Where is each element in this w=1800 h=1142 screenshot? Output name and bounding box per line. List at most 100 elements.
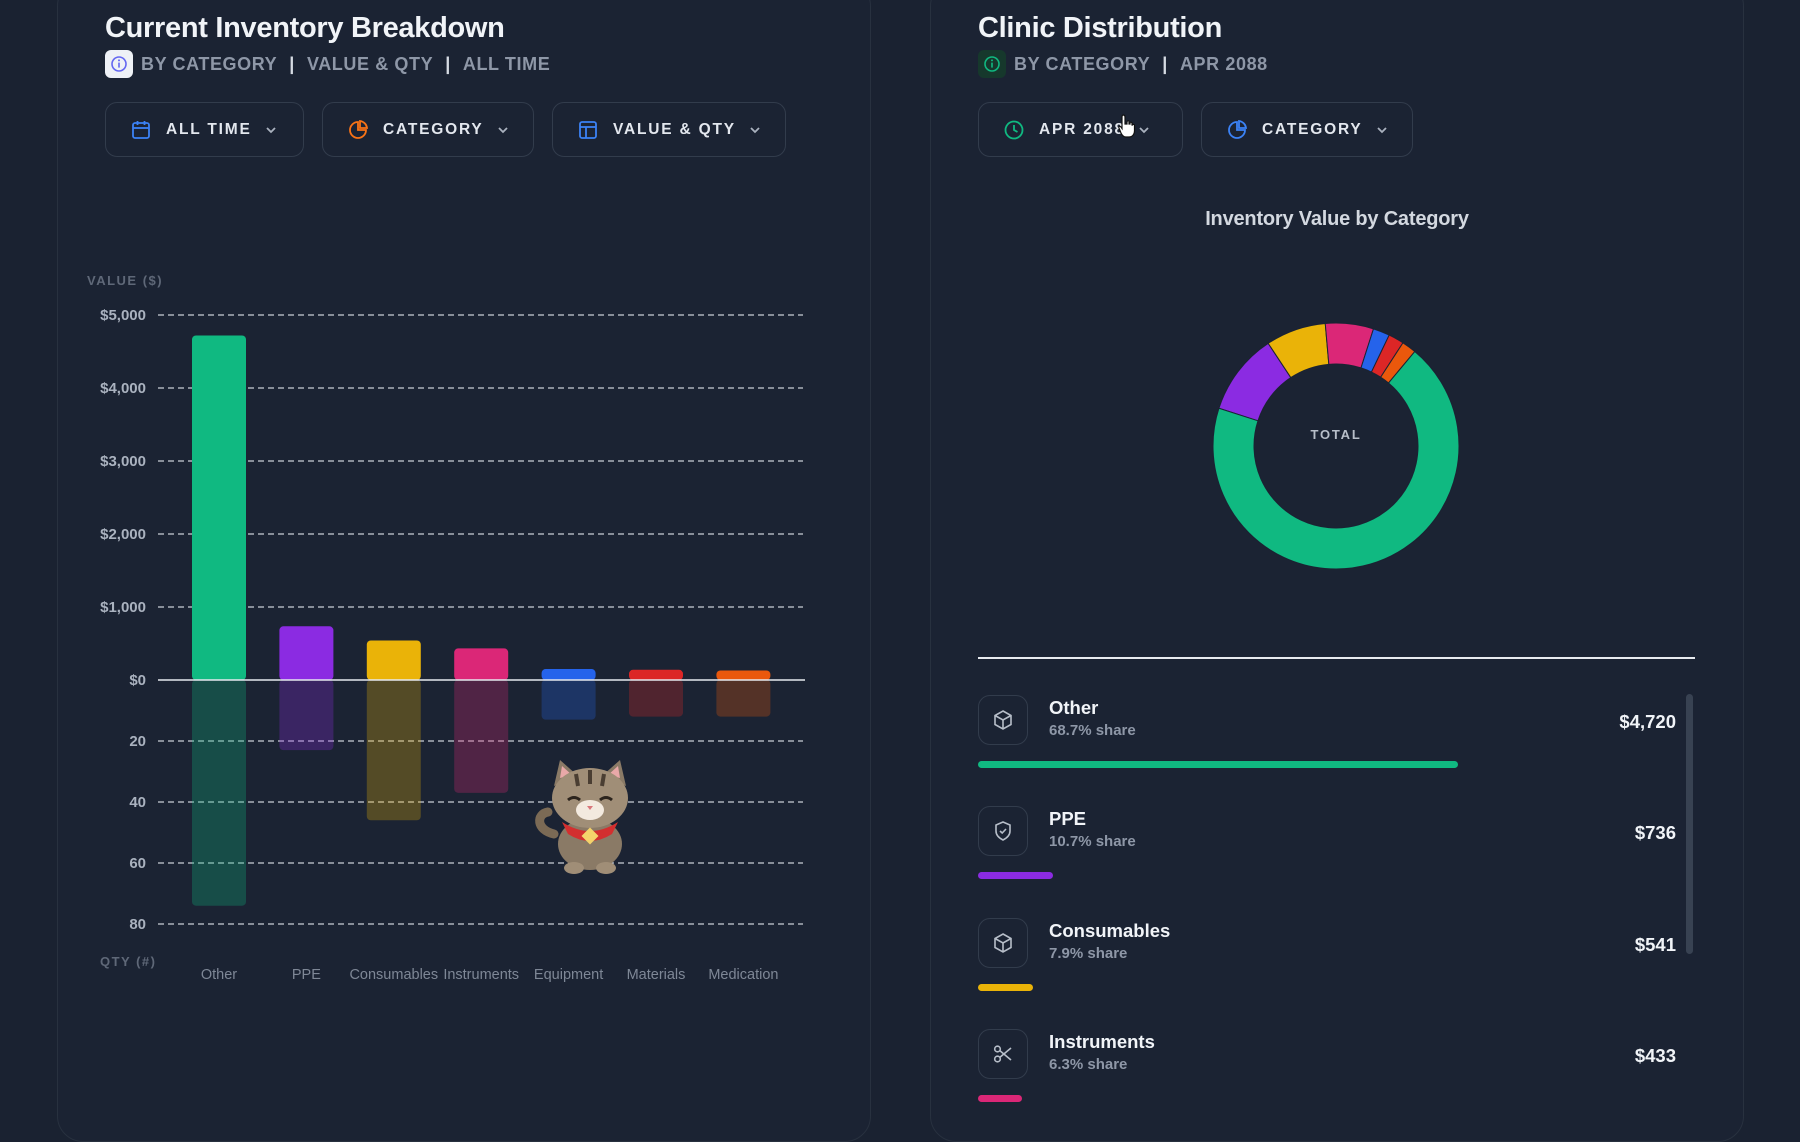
y-axis-label-lower: QTY (#): [100, 954, 157, 969]
x-tick-label: Other: [201, 967, 237, 983]
subtitle-part: ALL TIME: [462, 53, 551, 74]
category-value: $433: [1634, 1045, 1676, 1066]
category-donut-chart: [1212, 322, 1460, 570]
share-bar: [978, 761, 1458, 768]
cat-mascot-image: [535, 760, 628, 874]
category-share: 10.7% share: [1049, 833, 1136, 850]
category-value: $541: [1634, 934, 1676, 955]
dropdown-label: APR 2088: [1039, 120, 1125, 138]
category-name: Other: [1049, 697, 1099, 718]
chevron-down-icon: [748, 123, 762, 137]
x-tick-label: Equipment: [534, 967, 603, 983]
list-item[interactable]: Instruments 6.3% share $433: [978, 1029, 1676, 1102]
hand-cursor-icon: [1118, 114, 1136, 138]
qty-bar: [716, 680, 771, 717]
list-item[interactable]: Other 68.7% share $4,720: [978, 695, 1676, 775]
chevron-down-icon: [264, 123, 278, 137]
grouping-dropdown[interactable]: CATEGORY: [1201, 102, 1413, 157]
value-bar: [454, 648, 509, 680]
subtitle-part: VALUE & QTY: [306, 53, 434, 74]
dropdown-label: VALUE & QTY: [613, 120, 736, 138]
category-share: 68.7% share: [1049, 722, 1136, 739]
box-icon: [978, 695, 1028, 745]
donut-slice: [1212, 350, 1460, 570]
x-tick-label: Instruments: [443, 967, 519, 983]
subtitle-part: BY CATEGORY: [1014, 53, 1151, 74]
box-icon: [978, 918, 1028, 968]
dropdown-label: CATEGORY: [383, 120, 484, 138]
category-value: $736: [1634, 822, 1676, 843]
panel-title: Clinic Distribution: [978, 12, 1223, 44]
category-share: 6.3% share: [1049, 1056, 1128, 1073]
separator: |: [289, 53, 295, 74]
qty-bar: [192, 680, 246, 906]
category-name: Instruments: [1049, 1031, 1155, 1052]
y-axis-label: VALUE ($): [87, 273, 163, 288]
panel-subtitle: BY CATEGORY | APR 2088: [978, 50, 1268, 78]
y-tick-label: $2,000: [100, 526, 146, 543]
x-tick-label: Medication: [708, 967, 778, 983]
y-tick-label: 20: [129, 733, 146, 750]
table-icon: [577, 119, 599, 141]
separator: |: [1162, 53, 1168, 74]
donut-center-label: TOTAL: [1310, 427, 1362, 442]
clinic-distribution-panel: [930, 0, 1744, 1142]
chevron-down-icon: [1375, 123, 1389, 137]
share-bar: [978, 984, 1034, 991]
grouping-dropdown[interactable]: CATEGORY: [322, 102, 534, 157]
separator: |: [445, 53, 451, 74]
y-tick-label: $1,000: [100, 599, 146, 616]
value-bar: [541, 669, 596, 680]
y-tick-label: 60: [129, 855, 146, 872]
chevron-down-icon: [496, 123, 510, 137]
x-tick-label: Consumables: [349, 967, 438, 983]
info-icon[interactable]: [105, 50, 133, 78]
value-bar: [716, 670, 771, 680]
donut-title: Inventory Value by Category: [1205, 208, 1469, 230]
chevron-down-icon: [1137, 123, 1151, 137]
info-icon[interactable]: [978, 50, 1006, 78]
category-name: PPE: [1049, 808, 1087, 829]
value-bar: [629, 669, 683, 680]
list-item[interactable]: Consumables 7.9% share $541: [978, 918, 1676, 998]
value-bar: [366, 640, 421, 680]
pie-chart-icon: [1226, 119, 1248, 141]
category-share: 7.9% share: [1049, 945, 1128, 962]
scissors-icon: [978, 1029, 1028, 1079]
y-tick-label: $3,000: [100, 453, 146, 470]
qty-bar: [541, 680, 596, 720]
pie-chart-icon: [347, 119, 369, 141]
list-scrollbar[interactable]: [1686, 694, 1693, 954]
panel-title: Current Inventory Breakdown: [105, 12, 505, 44]
y-tick-label: $5,000: [100, 307, 146, 324]
y-tick-label: $4,000: [100, 380, 146, 397]
x-tick-label: Materials: [627, 967, 686, 983]
y-tick-label: 40: [129, 794, 146, 811]
inventory-bar-chart: $5,000 $4,000 $3,000 $2,000 $1,000 $0 20 40 60 80…: [87, 273, 805, 983]
subtitle-part: BY CATEGORY: [141, 53, 278, 74]
calendar-icon: [130, 119, 152, 141]
divider: [978, 657, 1695, 659]
value-bar: [192, 335, 246, 680]
dropdown-label: ALL TIME: [166, 120, 252, 138]
value-bar: [279, 626, 334, 680]
share-bar: [978, 872, 1053, 879]
subtitle-part: APR 2088: [1179, 53, 1268, 74]
qty-bar: [366, 680, 421, 821]
metric-dropdown[interactable]: VALUE & QTY: [552, 102, 786, 157]
x-tick-label: PPE: [292, 967, 321, 983]
qty-bar: [629, 680, 683, 717]
clock-icon: [1003, 119, 1025, 141]
time-range-dropdown[interactable]: ALL TIME: [105, 102, 304, 157]
y-tick-label: $0: [129, 672, 146, 689]
month-dropdown[interactable]: APR 2088: [978, 102, 1183, 157]
dropdown-label: CATEGORY: [1262, 120, 1363, 138]
category-value: $4,720: [1619, 711, 1676, 732]
list-item[interactable]: PPE 10.7% share $736: [978, 806, 1676, 886]
qty-bar: [454, 680, 509, 793]
category-name: Consumables: [1049, 920, 1171, 941]
shield-icon: [978, 806, 1028, 856]
qty-bar: [279, 680, 334, 751]
share-bar: [978, 1095, 1022, 1102]
panel-subtitle: BY CATEGORY | VALUE & QTY | ALL TIME: [105, 50, 550, 78]
